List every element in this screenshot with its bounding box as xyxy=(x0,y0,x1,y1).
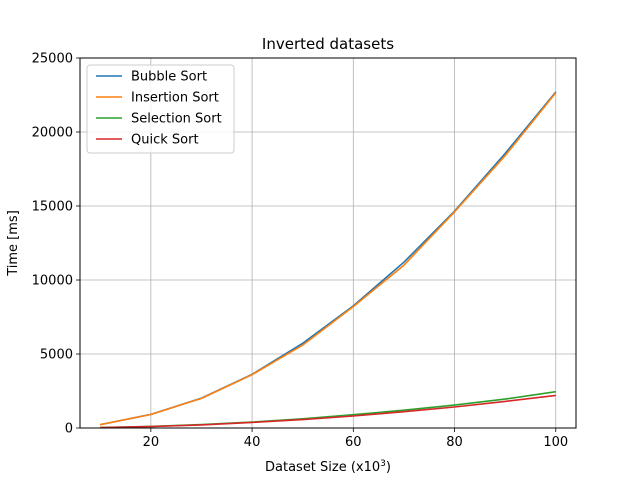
chart-title: Inverted datasets xyxy=(262,35,394,53)
y-tick-label: 20000 xyxy=(32,126,73,141)
legend-label-3: Selection Sort xyxy=(131,112,222,127)
legend-label-1: Bubble Sort xyxy=(131,70,207,85)
legend-label-2: Insertion Sort xyxy=(131,91,219,106)
legend-label-4: Quick Sort xyxy=(131,133,199,148)
y-tick-label: 25000 xyxy=(32,52,73,67)
y-axis-label: Time [ms] xyxy=(6,210,21,277)
axis-ticks: 20 40 60 80 100 0 5000 10000 15000 20000 25000 xyxy=(32,52,569,451)
x-tick-label: 80 xyxy=(446,435,463,450)
plot-frame xyxy=(79,57,577,429)
x-tick-label: 60 xyxy=(345,435,362,450)
x-axis-label-main: Dataset Size (x10 xyxy=(265,460,380,475)
series-line-4 xyxy=(100,394,556,429)
y-tick-label: 0 xyxy=(65,422,73,437)
legend: Bubble Sort Insertion Sort Selection Sort Q… xyxy=(86,64,235,154)
y-tick-label: 5000 xyxy=(40,348,73,363)
x-axis-label-tail: ) xyxy=(386,460,391,475)
series-line-2 xyxy=(100,92,557,426)
x-axis-label: Dataset Size (x103) xyxy=(265,459,391,475)
y-tick-label: 15000 xyxy=(32,200,73,215)
y-tick-label: 10000 xyxy=(32,274,73,289)
x-axis-label-superscript: 3 xyxy=(380,459,386,469)
x-tick-label: 20 xyxy=(143,435,160,450)
legend-box xyxy=(86,64,235,154)
series-layer xyxy=(100,91,557,429)
x-tick-label: 40 xyxy=(244,435,261,450)
x-tick-label: 100 xyxy=(543,435,568,450)
